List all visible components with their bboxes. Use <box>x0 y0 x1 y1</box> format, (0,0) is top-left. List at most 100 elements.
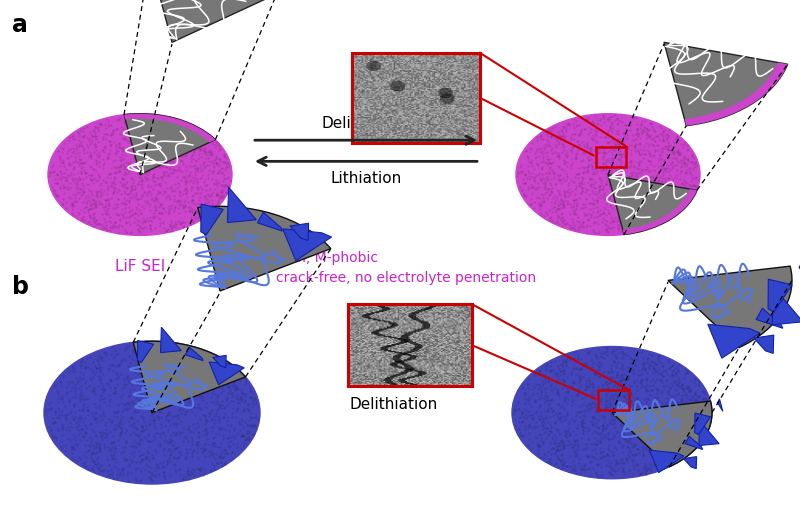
Point <box>528 175 541 184</box>
Point <box>611 126 624 134</box>
Point <box>654 464 666 472</box>
Point <box>543 427 556 435</box>
Point <box>168 419 181 428</box>
Point <box>193 465 206 473</box>
Point <box>552 389 565 397</box>
Point <box>654 198 667 207</box>
Point <box>606 346 619 355</box>
Point <box>604 402 617 411</box>
Point <box>611 155 624 163</box>
Point <box>146 408 158 417</box>
Point <box>531 380 544 389</box>
Point <box>658 409 671 418</box>
Point <box>158 188 171 196</box>
Point <box>630 450 643 458</box>
Point <box>227 404 240 412</box>
Point <box>216 400 229 409</box>
Point <box>557 363 570 371</box>
Point <box>183 161 196 170</box>
Point <box>173 373 186 382</box>
Point <box>92 170 105 179</box>
Point <box>567 223 580 232</box>
Point <box>699 428 712 436</box>
Point <box>95 363 108 371</box>
Point <box>150 132 162 140</box>
Point <box>548 384 561 393</box>
Point <box>672 148 685 157</box>
Point <box>71 426 84 434</box>
Point <box>554 198 567 207</box>
Point <box>213 453 226 462</box>
Point <box>672 150 685 159</box>
Point <box>98 398 110 407</box>
Point <box>189 213 202 221</box>
Point <box>607 163 620 171</box>
Point <box>159 390 172 399</box>
Point <box>136 184 149 192</box>
Point <box>146 343 158 352</box>
Point <box>688 395 701 403</box>
Point <box>594 121 607 129</box>
Point <box>189 384 202 393</box>
Point <box>546 143 558 152</box>
Point <box>244 394 257 402</box>
Point <box>638 464 650 473</box>
Point <box>102 196 114 204</box>
Point <box>49 409 62 418</box>
Point <box>660 144 673 153</box>
Point <box>93 464 106 472</box>
Point <box>222 442 234 451</box>
Point <box>584 457 597 465</box>
Point <box>94 432 107 441</box>
Point <box>182 207 195 215</box>
Point <box>242 432 254 441</box>
Point <box>604 190 617 199</box>
Point <box>625 168 638 177</box>
Point <box>67 201 80 209</box>
Point <box>126 354 138 363</box>
Point <box>192 205 205 214</box>
Point <box>107 425 120 434</box>
Point <box>142 167 155 176</box>
Point <box>143 473 156 481</box>
Point <box>151 160 164 169</box>
Point <box>106 183 119 191</box>
Point <box>559 189 572 197</box>
Point <box>596 422 609 431</box>
Point <box>598 412 610 421</box>
Point <box>81 141 94 150</box>
Point <box>108 455 121 463</box>
Point <box>173 448 186 456</box>
Point <box>541 156 554 165</box>
Point <box>54 169 67 177</box>
Point <box>112 185 125 193</box>
Point <box>627 379 640 388</box>
Point <box>113 168 126 177</box>
Point <box>626 369 639 377</box>
Point <box>96 434 109 443</box>
Point <box>518 192 530 200</box>
Point <box>516 167 529 175</box>
Point <box>124 227 137 236</box>
Point <box>524 144 537 153</box>
Point <box>102 217 115 225</box>
Point <box>530 406 543 415</box>
Point <box>577 174 590 183</box>
Point <box>159 412 172 421</box>
Point <box>626 450 639 458</box>
Point <box>64 406 77 415</box>
Point <box>90 462 103 471</box>
Point <box>612 413 625 421</box>
Point <box>107 138 120 146</box>
Point <box>136 344 149 352</box>
Point <box>557 441 570 449</box>
Point <box>592 148 605 156</box>
Point <box>601 195 614 203</box>
Point <box>550 205 563 213</box>
Point <box>594 174 607 182</box>
Point <box>118 179 131 188</box>
Point <box>640 398 653 407</box>
Point <box>67 402 80 411</box>
Point <box>622 363 634 371</box>
Point <box>146 394 159 402</box>
